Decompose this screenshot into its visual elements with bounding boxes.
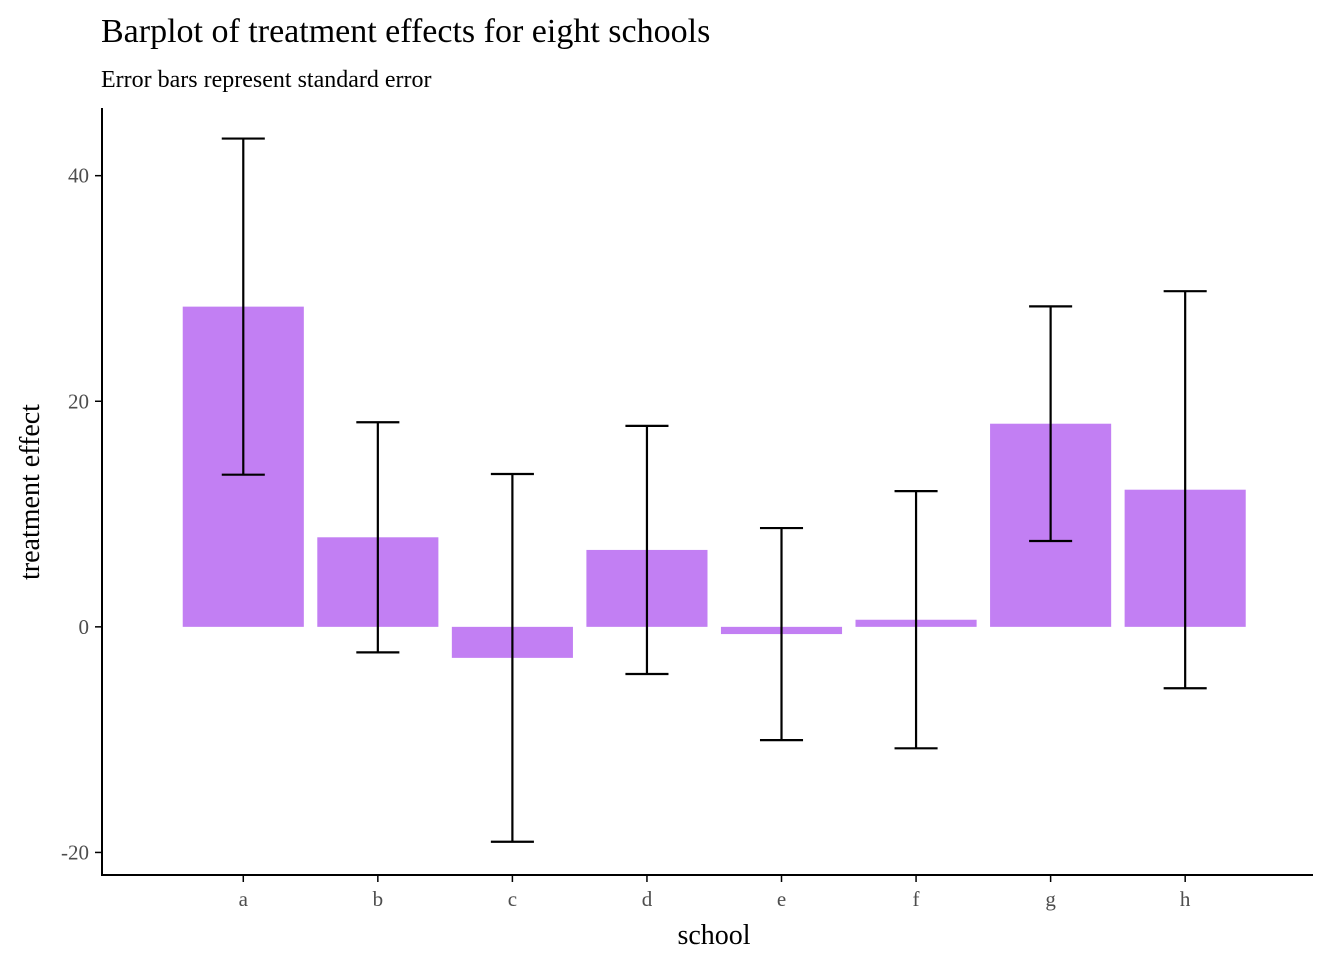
y-tick-label--20: -20 bbox=[61, 840, 89, 864]
x-tick-label-a: a bbox=[239, 887, 249, 911]
y-axis-ticks: -20 0 20 40 bbox=[61, 164, 102, 864]
y-axis-title: treatment effect bbox=[15, 404, 46, 580]
bars-layer bbox=[182, 306, 1246, 658]
x-tick-label-b: b bbox=[373, 887, 384, 911]
x-axis-ticks: a b c d e f g h bbox=[239, 875, 1191, 911]
x-axis-title: school bbox=[677, 920, 750, 951]
x-tick-label-g: g bbox=[1045, 887, 1056, 911]
error-bars-layer bbox=[221, 137, 1207, 843]
chart-subtitle: Error bars represent standard error bbox=[101, 67, 432, 93]
chart-title: Barplot of treatment effects for eight s… bbox=[101, 13, 710, 50]
y-tick-label-40: 40 bbox=[68, 164, 89, 188]
x-tick-label-h: h bbox=[1180, 887, 1191, 911]
x-tick-label-c: c bbox=[508, 887, 517, 911]
x-tick-label-d: d bbox=[642, 887, 653, 911]
x-tick-label-f: f bbox=[913, 887, 920, 911]
y-tick-label-20: 20 bbox=[68, 389, 89, 413]
y-tick-label-0: 0 bbox=[79, 615, 90, 639]
x-tick-label-e: e bbox=[777, 887, 786, 911]
